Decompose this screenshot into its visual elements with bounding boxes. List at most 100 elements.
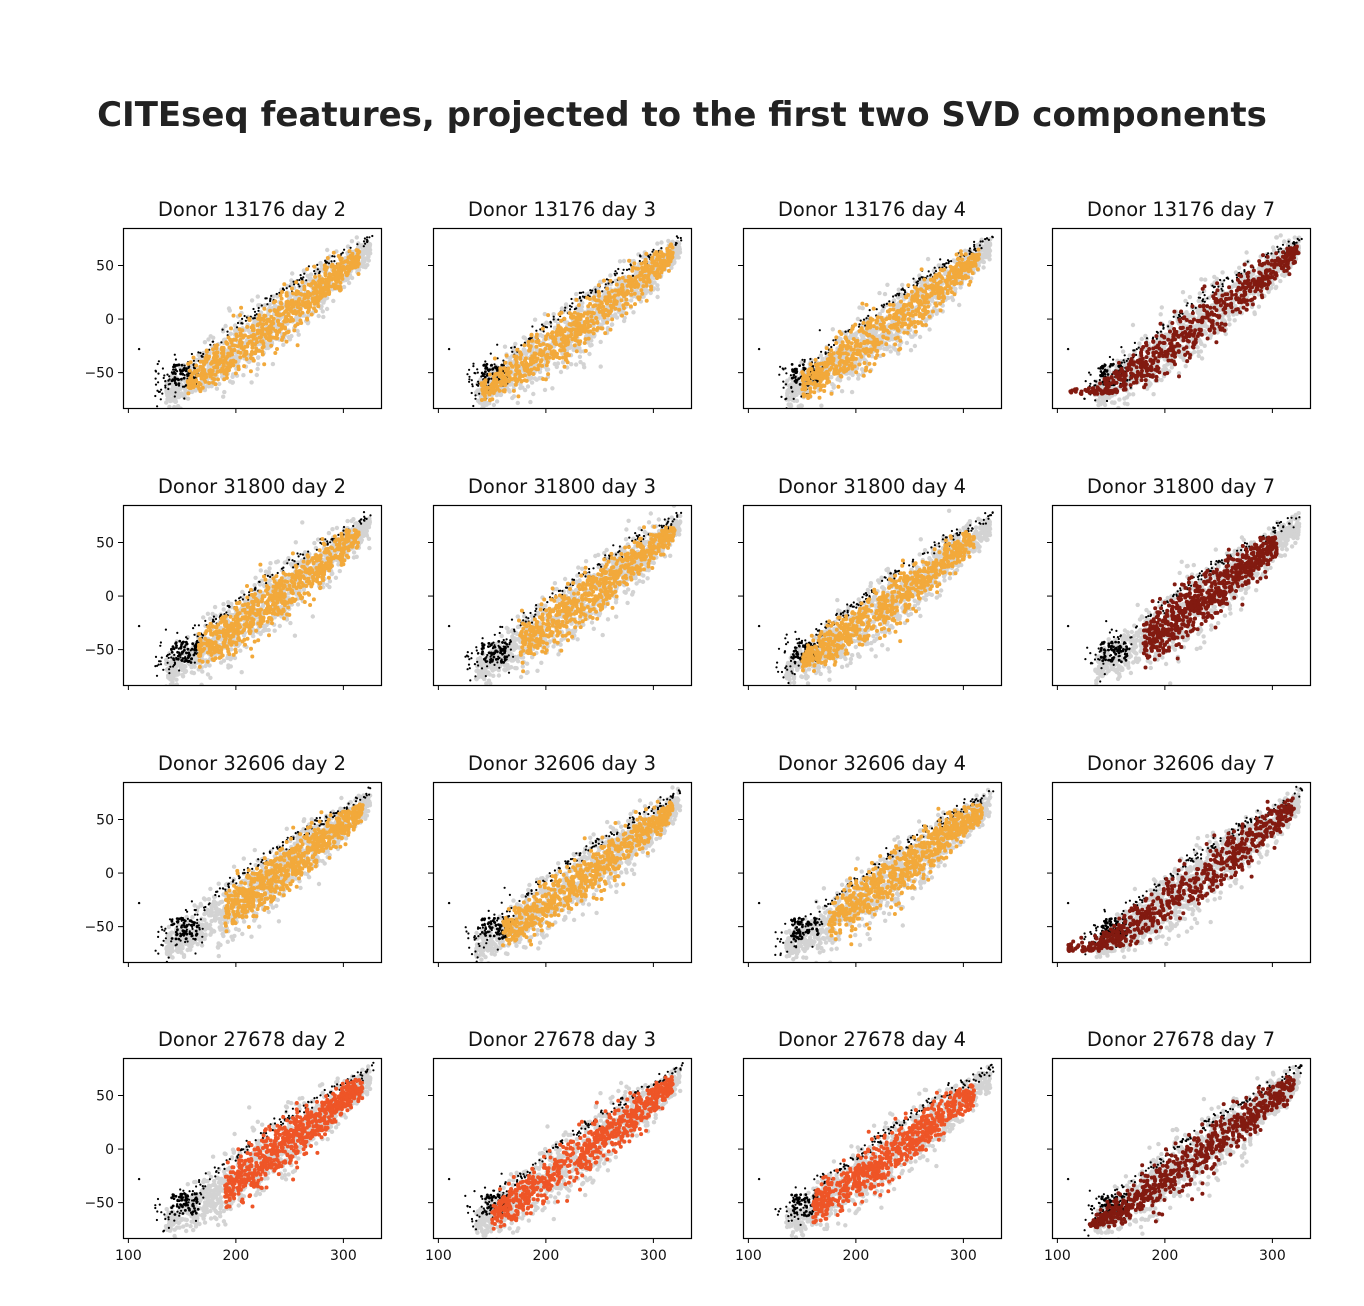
outlier-point [523,341,527,344]
background-point [648,290,653,296]
highlight-point [504,377,509,382]
highlight-point [305,295,310,300]
plot-area [137,234,374,408]
outlier-point [301,278,304,281]
highlight-point [582,311,587,316]
outlier-point [803,367,807,371]
highlight-point [227,345,232,350]
highlight-point [526,363,531,367]
highlight-point [610,289,615,293]
highlight-point [613,293,618,298]
outlier-point [253,314,257,317]
highlight-point [300,292,304,297]
highlight-point [287,307,292,312]
background-point [598,364,603,369]
background-point [819,403,824,408]
background-point [542,311,547,317]
highlight-point [632,261,637,266]
panel-title: Donor 13176 day 3 [468,198,656,221]
highlight-point [336,254,341,258]
highlight-point [257,335,262,340]
outlier-point [468,378,471,381]
outlier-point [324,259,327,262]
highlight-point [224,375,229,380]
highlight-cells [185,248,362,396]
outlier-point [779,365,782,368]
background-point [366,258,371,263]
outlier-point [628,268,631,271]
highlight-point [655,263,660,268]
highlight-point [907,317,912,322]
outlier-point [544,325,547,329]
outlier-point [176,377,180,381]
outlier-point [472,365,475,368]
highlight-point [545,343,550,348]
highlight-point [530,338,535,343]
outlier-point [531,325,534,328]
highlight-point [567,311,572,316]
background-point [172,404,177,408]
highlight-point [633,302,637,307]
outlier-point [510,346,513,349]
highlight-point [296,298,301,303]
outlier-point [679,236,682,240]
outlier-point [174,368,177,372]
outlier-point [483,363,486,367]
outlier-point [472,362,475,365]
outlier-point [591,289,594,292]
highlight-point [354,254,358,259]
outlier-point [477,384,480,387]
background-point [331,298,336,304]
highlight-point [644,280,649,285]
outlier-point [468,368,471,371]
outlier-point [471,385,474,388]
outlier-point [868,309,871,312]
highlight-point [214,346,219,351]
outlier-point [809,357,812,361]
highlight-point [357,249,362,254]
outlier-point [950,260,953,263]
background-point [513,341,518,347]
background-point [178,365,183,370]
highlight-point [642,275,647,280]
scatter-panel: Donor 13176 day 3 [428,198,693,413]
outlier-point [798,383,802,386]
outlier-point [180,377,183,381]
background-point [506,387,511,392]
background-point [265,342,270,347]
figure-title: CITEseq features, projected to the first… [0,95,1364,135]
outlier-point [158,390,161,393]
outlier-point [483,375,487,379]
outlier-point [486,368,490,372]
highlight-point [577,321,582,326]
outlier-point [288,285,291,288]
outlier-point [157,372,160,375]
highlight-point [543,377,548,382]
background-point [223,323,228,329]
outlier-point [898,292,901,295]
background-point [912,343,918,349]
outlier-point [253,317,256,320]
highlight-point [216,377,220,382]
highlight-point [277,313,282,318]
highlight-point [269,325,274,330]
highlight-point [313,282,318,287]
outlier-point [782,380,785,383]
highlight-point [510,364,515,369]
background-point [529,380,535,385]
outlier-point [818,329,821,332]
highlight-point [198,382,203,387]
background-point [270,361,276,367]
background-point [655,241,660,246]
background-point [962,248,968,253]
outlier-point [366,236,369,239]
outlier-point [157,381,160,384]
highlight-point [487,372,492,377]
highlight-point [609,309,613,314]
highlight-point [518,356,523,361]
outlier-point [156,405,159,408]
highlight-point [339,256,344,261]
outlier-point [313,270,316,273]
highlight-point [207,368,212,373]
outlier-point [169,382,172,385]
